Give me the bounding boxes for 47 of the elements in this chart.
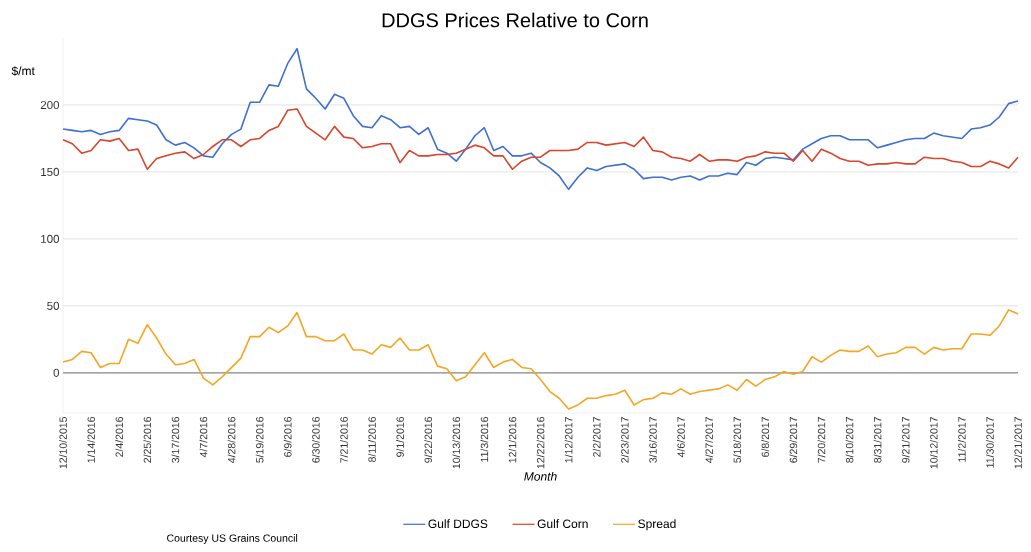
x-tick-label: 5/18/2017 <box>733 417 741 463</box>
x-tick-label: 7/20/2017 <box>817 417 826 463</box>
x-tick-label: 3/16/2017 <box>649 417 657 463</box>
legend-label: Spread <box>638 519 676 531</box>
y-tick-label: 0 <box>53 368 60 377</box>
x-tick-label: 4/6/2017 <box>677 417 685 458</box>
x-tick-label: 5/19/2016 <box>255 416 264 463</box>
x-tick-label: 4/27/2017 <box>705 417 713 463</box>
x-tick-label: 2/25/2016 <box>143 416 152 463</box>
x-tick-label: 4/28/2016 <box>227 416 236 463</box>
x-tick-label: 9/1/2016 <box>396 416 404 457</box>
x-tick-label: 2/23/2017 <box>620 417 629 463</box>
x-tick-label: 2/2/2017 <box>592 417 601 457</box>
x-axis-title: Month <box>524 471 557 481</box>
x-tick-label: 12/22/2016 <box>536 416 545 469</box>
legend-label: Gulf DDGS <box>428 519 488 529</box>
y-tick-label: 200 <box>40 100 60 110</box>
y-tick-label: 150 <box>41 167 60 176</box>
x-tick-label: 2/4/2016 <box>115 416 124 457</box>
x-tick-label: 10/12/2017 <box>929 417 938 469</box>
x-tick-label: 6/8/2017 <box>761 417 770 457</box>
y-tick-label: 50 <box>47 301 60 310</box>
x-tick-label: 4/7/2016 <box>199 416 208 458</box>
x-tick-label: 1/14/2016 <box>87 416 95 463</box>
x-tick-label: 9/22/2016 <box>424 416 433 463</box>
x-tick-label: 8/11/2016 <box>368 416 376 462</box>
text: Courtesy US Grains Council <box>167 534 298 544</box>
x-tick-label: 6/29/2017 <box>789 417 798 463</box>
y-tick-label: 100 <box>41 234 60 243</box>
x-tick-label: 6/30/2016 <box>311 416 320 463</box>
x-tick-label: 12/10/2015 <box>59 416 67 469</box>
x-tick-label: 12/21/2017 <box>1014 417 1022 469</box>
x-tick-label: 9/21/2017 <box>901 417 910 463</box>
x-tick-label: 11/30/2017 <box>986 417 994 468</box>
x-tick-label: 8/10/2017 <box>845 417 854 463</box>
x-tick-label: 10/13/2016 <box>452 416 461 469</box>
x-tick-label: 7/21/2016 <box>340 416 348 463</box>
x-tick-label: 3/17/2016 <box>171 416 180 463</box>
chart-title: DDGS Prices Relative to Corn <box>382 12 648 28</box>
x-tick-label: 12/1/2016 <box>508 416 517 463</box>
x-tick-label: 11/2/2017 <box>957 417 966 462</box>
x-tick-label: 11/3/2016 <box>480 416 489 462</box>
x-tick-label: 1/12/2017 <box>564 417 573 463</box>
x-tick-label: 8/31/2017 <box>873 417 882 463</box>
y-axis-title: $/mt <box>11 66 35 76</box>
legend-label: Gulf Corn <box>537 519 588 529</box>
x-tick-label: 6/9/2016 <box>283 416 292 457</box>
